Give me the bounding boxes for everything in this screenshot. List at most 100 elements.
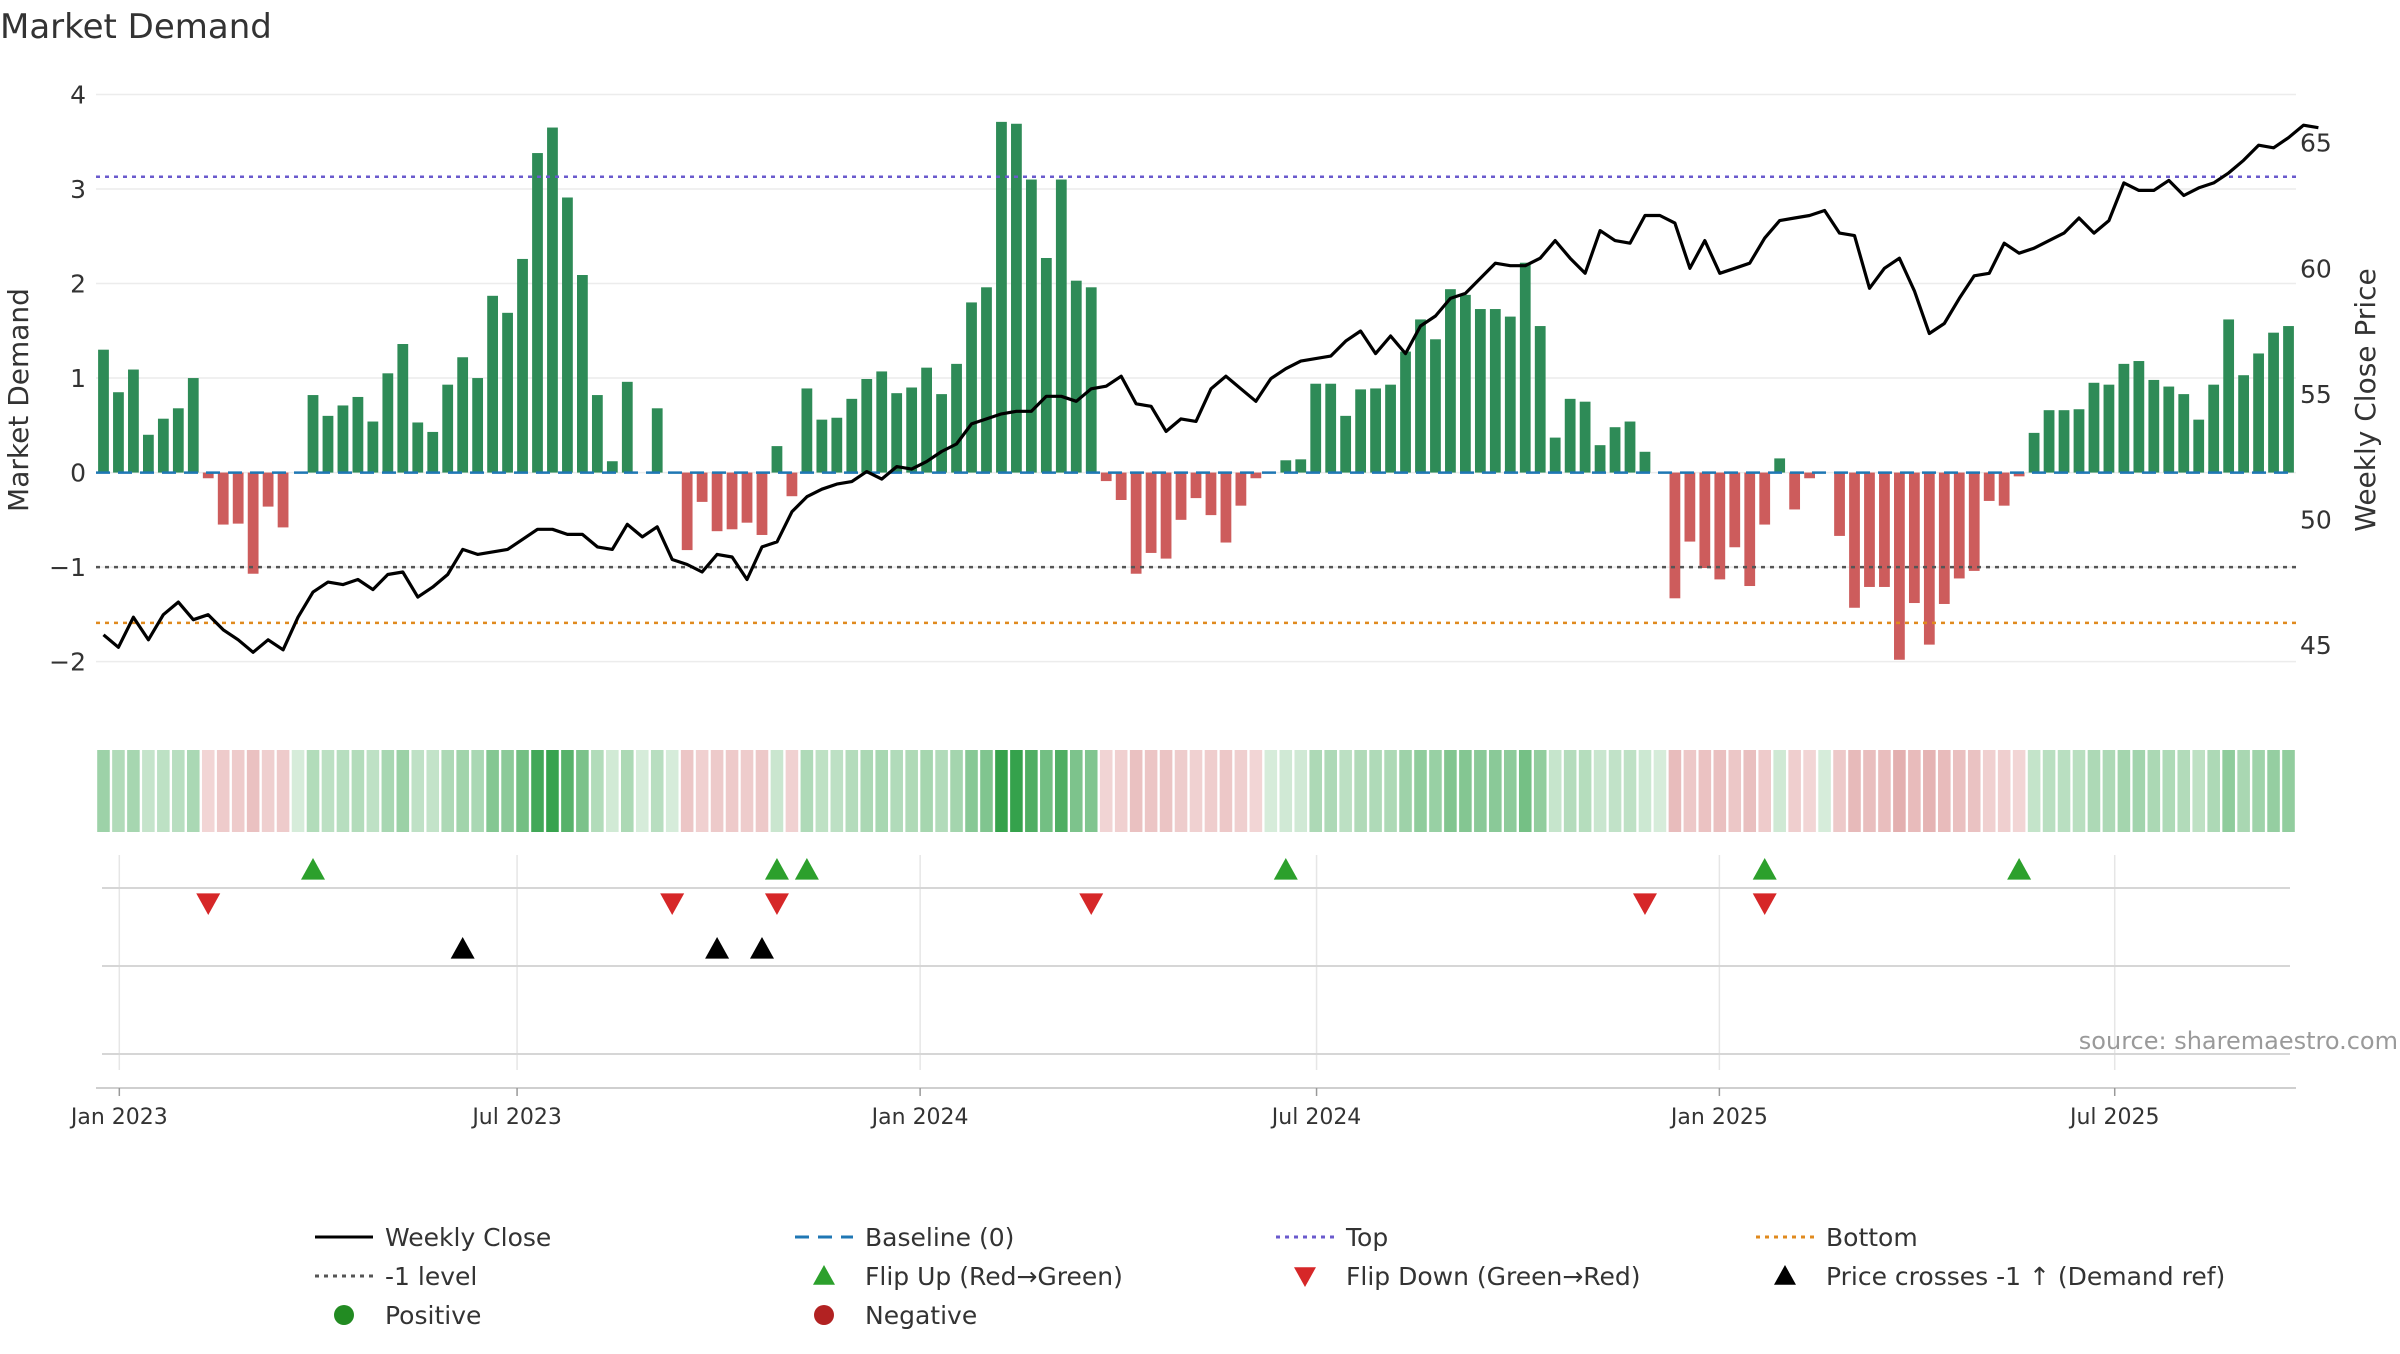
heat-cell [1908,750,1921,832]
demand-bar-positive [936,394,947,473]
demand-bar-negative [786,472,798,497]
heat-cell [830,750,844,832]
demand-bar-positive [442,384,454,473]
y2-tick-label: 60 [2300,254,2332,283]
heat-cell [695,750,709,832]
heat-cell [1055,750,1068,832]
heat-cell [1818,750,1831,832]
heat-cell [1773,750,1786,832]
demand-bar-positive [816,419,828,473]
demand-bar-positive [2043,410,2055,473]
heat-cell [635,750,649,832]
heat-cell [1040,750,1053,832]
heat-cell [561,750,574,832]
heat-cell [1099,750,1113,832]
legend-item: Flip Up (Red→Green) [813,1262,1123,1291]
legend-label: Top [1345,1223,1388,1252]
heat-cell [501,750,514,832]
heat-cell [1144,750,1158,832]
heat-cell [2042,750,2056,832]
demand-bar-positive [1295,459,1307,473]
demand-bar-positive [2088,382,2100,473]
demand-bar-positive [98,349,109,473]
demand-bar-positive [412,422,424,473]
heat-cell [1189,750,1203,832]
demand-bar-negative [1130,472,1142,574]
demand-bar-positive [502,312,513,473]
demand-bar-negative [1669,472,1681,599]
heat-cell [965,750,978,832]
reference-lines [96,175,2296,625]
demand-bar-negative [711,472,723,532]
heat-cell [1578,750,1592,832]
demand-bar-positive [591,395,603,473]
x-tick-label: Jul 2023 [470,1105,562,1130]
heat-cell [2282,750,2295,832]
heat-cell [2252,750,2265,832]
heat-cell [1623,750,1637,832]
demand-bar-positive [1504,316,1516,473]
heat-cell [1698,750,1712,832]
heat-cell [1069,750,1083,832]
heat-cell [1967,750,1981,832]
x-tick-labels: Jan 2023 Jul 2023 Jan 2024 Jul 2024 Jan 2025… [69,1088,2159,1130]
demand-bar-positive [352,396,364,473]
heat-cell [2192,750,2206,832]
heat-cell [1728,750,1742,832]
heat-cell [336,750,350,832]
heat-cell [1025,750,1038,832]
demand-bar-positive [981,287,992,473]
demand-bar-positive [801,388,813,473]
demand-bar-negative [1864,472,1875,587]
heat-cell [845,750,859,832]
demand-bar-negative [277,472,289,528]
heat-cell [157,750,170,832]
demand-bar-positive [1519,262,1531,473]
heat-cell [621,750,634,832]
demand-bar-positive [157,418,169,473]
heat-cell [860,750,874,832]
legend: Weekly Close Baseline (0) Top Bottom -1 leve… [315,1223,2225,1330]
heat-cell [1758,750,1771,832]
demand-bar-positive [1040,257,1052,473]
demand-bar-negative [1160,472,1172,559]
heat-cell [546,750,559,832]
cross-up-marker [705,937,730,959]
y-tick-label: 1 [70,364,86,393]
demand-bar-negative [1879,472,1890,587]
heat-cell [650,750,664,832]
heat-cell [1863,750,1876,832]
heat-cell [1459,750,1472,832]
heat-cell [276,750,290,832]
heat-cell [1369,750,1382,832]
event-markers [196,858,2032,959]
demand-bar-negative [1759,472,1771,525]
demand-bar-negative [1100,472,1112,482]
heat-cell [456,750,469,832]
heat-cell [1279,750,1293,832]
demand-bar-positive [2103,384,2115,473]
heat-cell [800,750,814,832]
flip-down-marker [196,893,221,915]
demand-bar-negative [1938,472,1950,604]
demand-heat-strip [97,750,2295,832]
heat-cell [201,750,215,832]
heat-cell [995,750,1008,832]
y2-tick-labels: 65 60 55 50 45 [2300,129,2332,660]
legend-label: Flip Up (Red→Green) [865,1262,1123,1291]
demand-bar-negative [1175,472,1187,520]
heat-cell [1219,750,1233,832]
x-tick-label: Jan 2024 [870,1105,969,1130]
demand-bar-positive [172,408,184,473]
y-tick-label: −1 [49,553,86,582]
demand-bar-positive [577,275,588,473]
legend-item: -1 level [315,1262,477,1291]
demand-bar-positive [861,378,873,473]
heat-cell [1444,750,1457,832]
heat-cell [2087,750,2101,832]
heat-cell [770,750,784,832]
demand-bar-positive [2208,384,2220,473]
demand-bar-positive [1025,179,1037,473]
heat-cell [1938,750,1951,832]
heat-cell [1474,750,1487,832]
